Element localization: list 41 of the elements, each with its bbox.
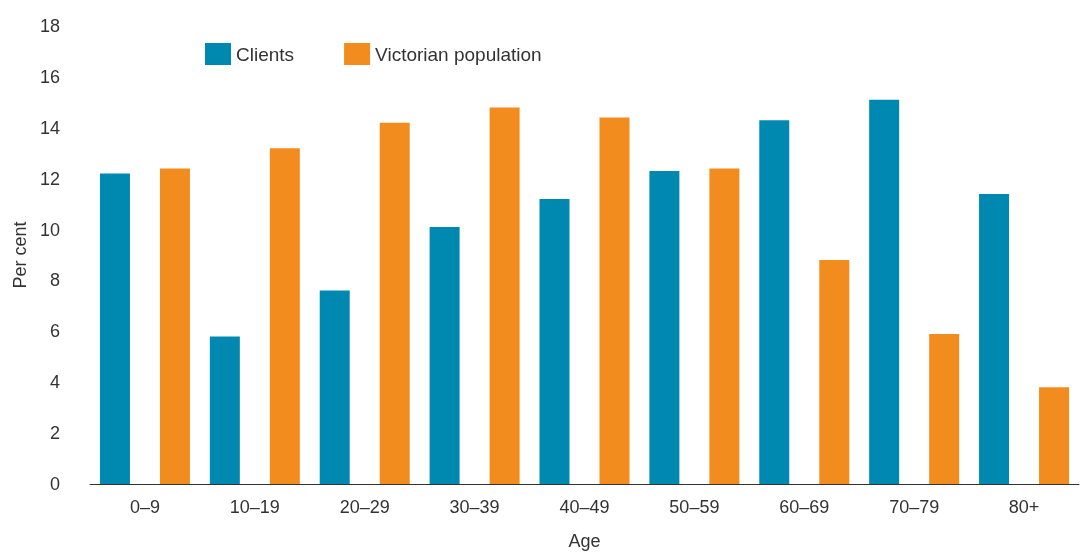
legend-label: Victorian population — [375, 43, 542, 65]
bar — [709, 168, 740, 484]
bar — [929, 333, 960, 484]
bar — [489, 107, 520, 484]
x-tick-label: 10–19 — [229, 497, 280, 517]
y-tick-label: 16 — [39, 66, 60, 87]
bar — [429, 227, 460, 484]
y-tick-label: 2 — [49, 423, 60, 444]
bar — [819, 260, 850, 484]
x-axis-title: Age — [568, 531, 601, 551]
bar — [539, 199, 570, 484]
bar — [759, 120, 790, 484]
y-tick-label: 8 — [49, 270, 60, 291]
bar — [979, 193, 1010, 484]
x-tick-label: 40–49 — [559, 497, 610, 517]
bar — [209, 336, 240, 484]
y-tick-label: 6 — [49, 321, 60, 342]
bar — [319, 290, 350, 484]
x-tick-label: 80+ — [1008, 497, 1040, 517]
bar — [269, 148, 300, 484]
y-tick-label: 12 — [39, 168, 60, 189]
x-tick-label: 30–39 — [449, 497, 500, 517]
bar — [599, 117, 630, 484]
legend-label: Clients — [236, 43, 295, 65]
bar — [1039, 387, 1070, 484]
bar — [649, 171, 680, 484]
y-axis-title: Per cent — [10, 221, 31, 289]
x-tick-label: 60–69 — [779, 497, 830, 517]
x-tick-label: 20–29 — [339, 497, 390, 517]
y-tick-label: 0 — [49, 474, 60, 494]
y-tick-label: 14 — [39, 117, 60, 138]
y-tick-label: 10 — [39, 219, 60, 240]
x-tick-label: 0–9 — [129, 497, 160, 517]
y-tick-label: 4 — [49, 372, 60, 393]
bar — [379, 122, 410, 484]
bar — [869, 99, 900, 484]
bar — [99, 173, 130, 484]
x-tick-label: 50–59 — [669, 497, 720, 517]
y-tick-label: 18 — [39, 16, 60, 36]
bar — [159, 168, 190, 484]
x-tick-label: 70–79 — [889, 497, 940, 517]
